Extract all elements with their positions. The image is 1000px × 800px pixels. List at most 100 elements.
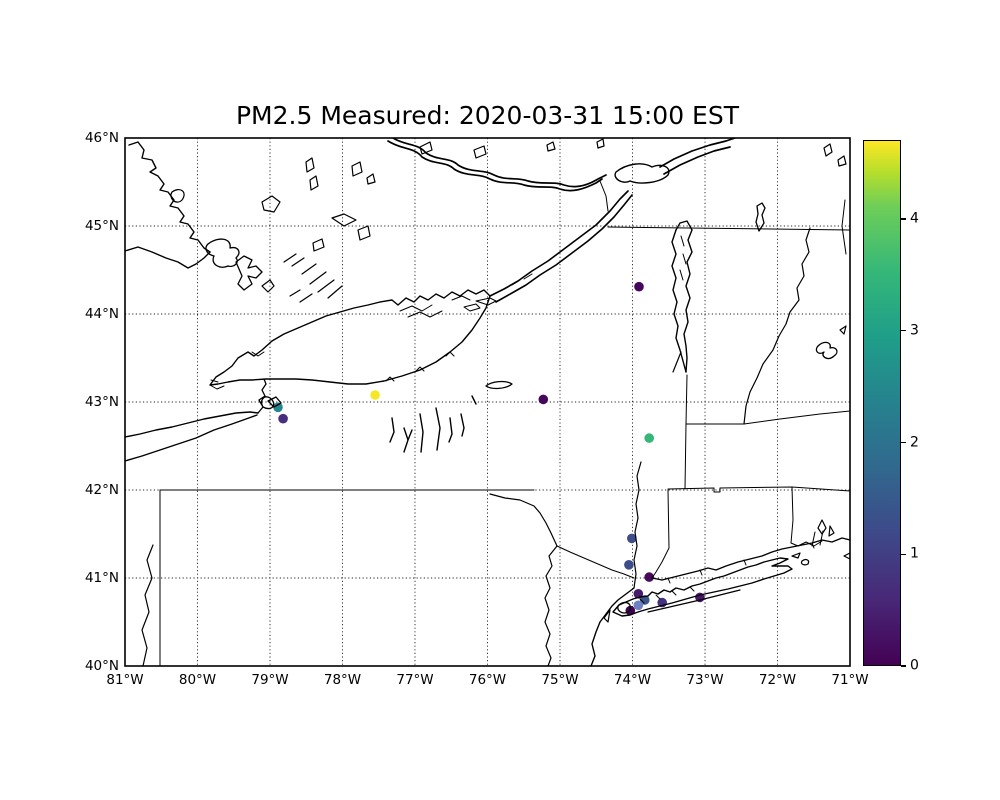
scatter-point <box>278 413 288 424</box>
map-path <box>607 226 850 231</box>
colorbar-tick-label: 1 <box>910 545 919 562</box>
x-tick-label: 74°W <box>613 672 652 688</box>
y-tick-label: 46°N <box>84 130 119 146</box>
map-path <box>399 295 471 318</box>
gridlines <box>125 138 850 666</box>
scatter-point <box>538 394 549 405</box>
map-path <box>170 188 185 203</box>
scatter-point <box>273 402 283 413</box>
map-path <box>633 461 642 589</box>
x-tick-label: 79°W <box>251 672 289 688</box>
plot-border <box>124 137 851 667</box>
map-path <box>647 589 741 613</box>
x-tick-label: 71°W <box>831 672 869 688</box>
map-path <box>235 255 263 291</box>
map-path <box>125 411 259 438</box>
colorbar-tick-label: 4 <box>910 210 919 227</box>
colorbar <box>863 140 901 666</box>
map-path <box>389 395 477 453</box>
map-path <box>667 542 815 584</box>
map-path <box>659 138 736 175</box>
map-path <box>790 530 824 547</box>
x-tick-label: 72°W <box>758 672 797 688</box>
x-tick-label: 73°W <box>686 672 724 688</box>
map-path <box>209 289 491 386</box>
scatter-point <box>370 390 380 400</box>
map-path <box>684 374 688 490</box>
map-path <box>125 414 258 462</box>
map-path <box>495 194 633 303</box>
map-path <box>667 486 850 493</box>
x-tick-label: 76°W <box>468 672 507 688</box>
x-tick-label: 81°W <box>106 672 144 688</box>
map-path <box>612 557 793 617</box>
map-path <box>205 238 240 268</box>
y-tick-label: 41°N <box>84 570 119 586</box>
map-path <box>651 489 670 579</box>
colorbar-tick-label: 3 <box>910 322 919 339</box>
map-path <box>544 545 558 666</box>
scatter-point <box>644 572 654 582</box>
map-path <box>257 378 282 414</box>
map-path <box>392 138 607 188</box>
colorbar-tick-mark <box>901 441 906 444</box>
scatter-point <box>644 433 654 443</box>
x-tick-label: 80°W <box>178 672 217 688</box>
map-path <box>141 544 154 666</box>
coastlines-and-borders <box>125 138 850 666</box>
y-tick-label: 45°N <box>84 218 119 234</box>
map-path <box>489 493 558 547</box>
map-path <box>305 138 605 252</box>
map-path <box>679 235 687 281</box>
scatter-points <box>273 281 705 616</box>
y-tick-label: 44°N <box>84 306 119 322</box>
colorbar-tick-mark <box>901 665 906 667</box>
map-path <box>209 379 225 390</box>
map-path <box>685 410 850 425</box>
y-tick-label: 43°N <box>84 394 119 410</box>
map-path <box>815 341 838 360</box>
map-path <box>499 273 533 292</box>
map-path <box>603 609 611 623</box>
map-path <box>639 586 695 604</box>
map-path <box>590 587 635 666</box>
scatter-point <box>640 595 650 605</box>
x-tick-label: 77°W <box>396 672 434 688</box>
map-path <box>617 601 631 614</box>
map-path <box>651 537 850 581</box>
map-path <box>671 229 687 373</box>
y-tick-label: 40°N <box>84 658 119 674</box>
scatter-point <box>633 589 644 599</box>
plot-title: PM2.5 Measured: 2020-03-31 15:00 EST <box>235 101 739 130</box>
map-path <box>672 351 682 373</box>
map-path <box>755 202 766 232</box>
scatter-point <box>624 560 634 570</box>
scatter-point <box>633 600 644 611</box>
colorbar-tick-mark <box>901 330 906 332</box>
map-path <box>485 380 513 390</box>
y-tick-label: 42°N <box>84 482 119 498</box>
map-path <box>791 519 850 566</box>
x-tick-label: 75°W <box>541 672 579 688</box>
map-path <box>261 195 357 293</box>
colorbar-tick-mark <box>901 218 906 220</box>
map-path <box>125 246 211 269</box>
colorbar-tick-mark <box>901 553 906 555</box>
map-path <box>463 297 497 312</box>
map-path <box>823 143 847 335</box>
map-path <box>683 229 693 373</box>
scatter-point <box>627 533 637 544</box>
map-path <box>283 253 343 303</box>
map-path <box>790 486 794 544</box>
map-path <box>387 140 603 192</box>
colorbar-tick-label: 0 <box>910 657 919 674</box>
map-path <box>743 227 811 425</box>
map-path <box>614 163 670 184</box>
map-path <box>556 545 635 579</box>
map-path <box>251 351 455 382</box>
scatter-point <box>634 281 644 292</box>
map-path <box>841 199 847 255</box>
map-path <box>675 220 693 231</box>
